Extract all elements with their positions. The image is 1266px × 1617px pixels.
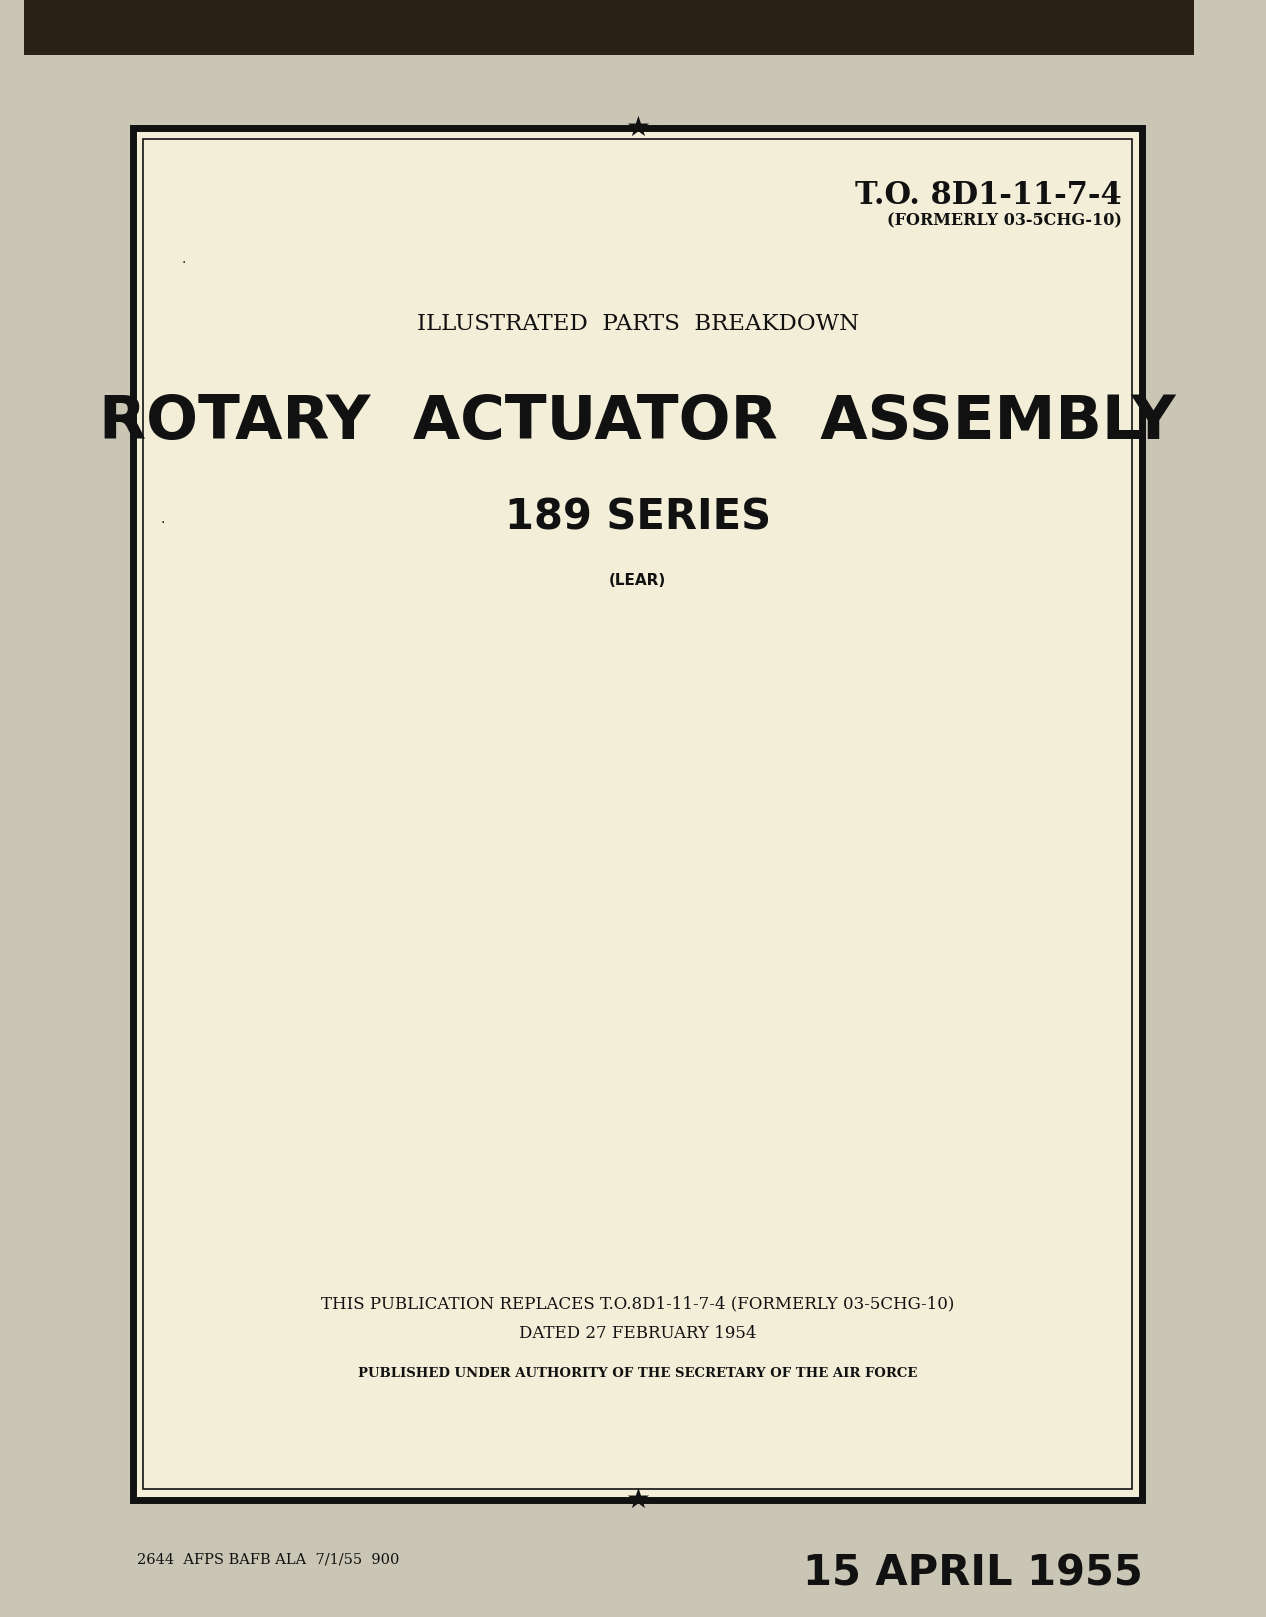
Text: (LEAR): (LEAR): [609, 572, 666, 589]
Text: THIS PUBLICATION REPLACES T.O.8D1-11-7-4 (FORMERLY 03-5CHG-10): THIS PUBLICATION REPLACES T.O.8D1-11-7-4…: [322, 1295, 955, 1311]
Bar: [133, 128, 1142, 1501]
Text: T.O. 8D1-11-7-4: T.O. 8D1-11-7-4: [856, 179, 1122, 210]
Bar: [143, 139, 1132, 1489]
Text: ★: ★: [625, 115, 649, 142]
Text: 189 SERIES: 189 SERIES: [505, 496, 771, 538]
Text: ROTARY  ACTUATOR  ASSEMBLY: ROTARY ACTUATOR ASSEMBLY: [99, 393, 1176, 453]
Bar: [24, 0, 1194, 55]
Text: PUBLISHED UNDER AUTHORITY OF THE SECRETARY OF THE AIR FORCE: PUBLISHED UNDER AUTHORITY OF THE SECRETA…: [358, 1366, 918, 1379]
Bar: [133, 128, 1142, 1501]
Text: ·: ·: [161, 516, 165, 530]
Text: 15 APRIL 1955: 15 APRIL 1955: [803, 1552, 1142, 1594]
Text: ★: ★: [625, 1486, 649, 1514]
Text: ·: ·: [181, 255, 186, 270]
Text: DATED 27 FEBRUARY 1954: DATED 27 FEBRUARY 1954: [519, 1324, 756, 1342]
Text: ILLUSTRATED  PARTS  BREAKDOWN: ILLUSTRATED PARTS BREAKDOWN: [417, 314, 858, 335]
Text: (FORMERLY 03-5CHG-10): (FORMERLY 03-5CHG-10): [887, 212, 1122, 230]
Text: 2644  AFPS BAFB ALA  7/1/55  900: 2644 AFPS BAFB ALA 7/1/55 900: [138, 1552, 400, 1565]
